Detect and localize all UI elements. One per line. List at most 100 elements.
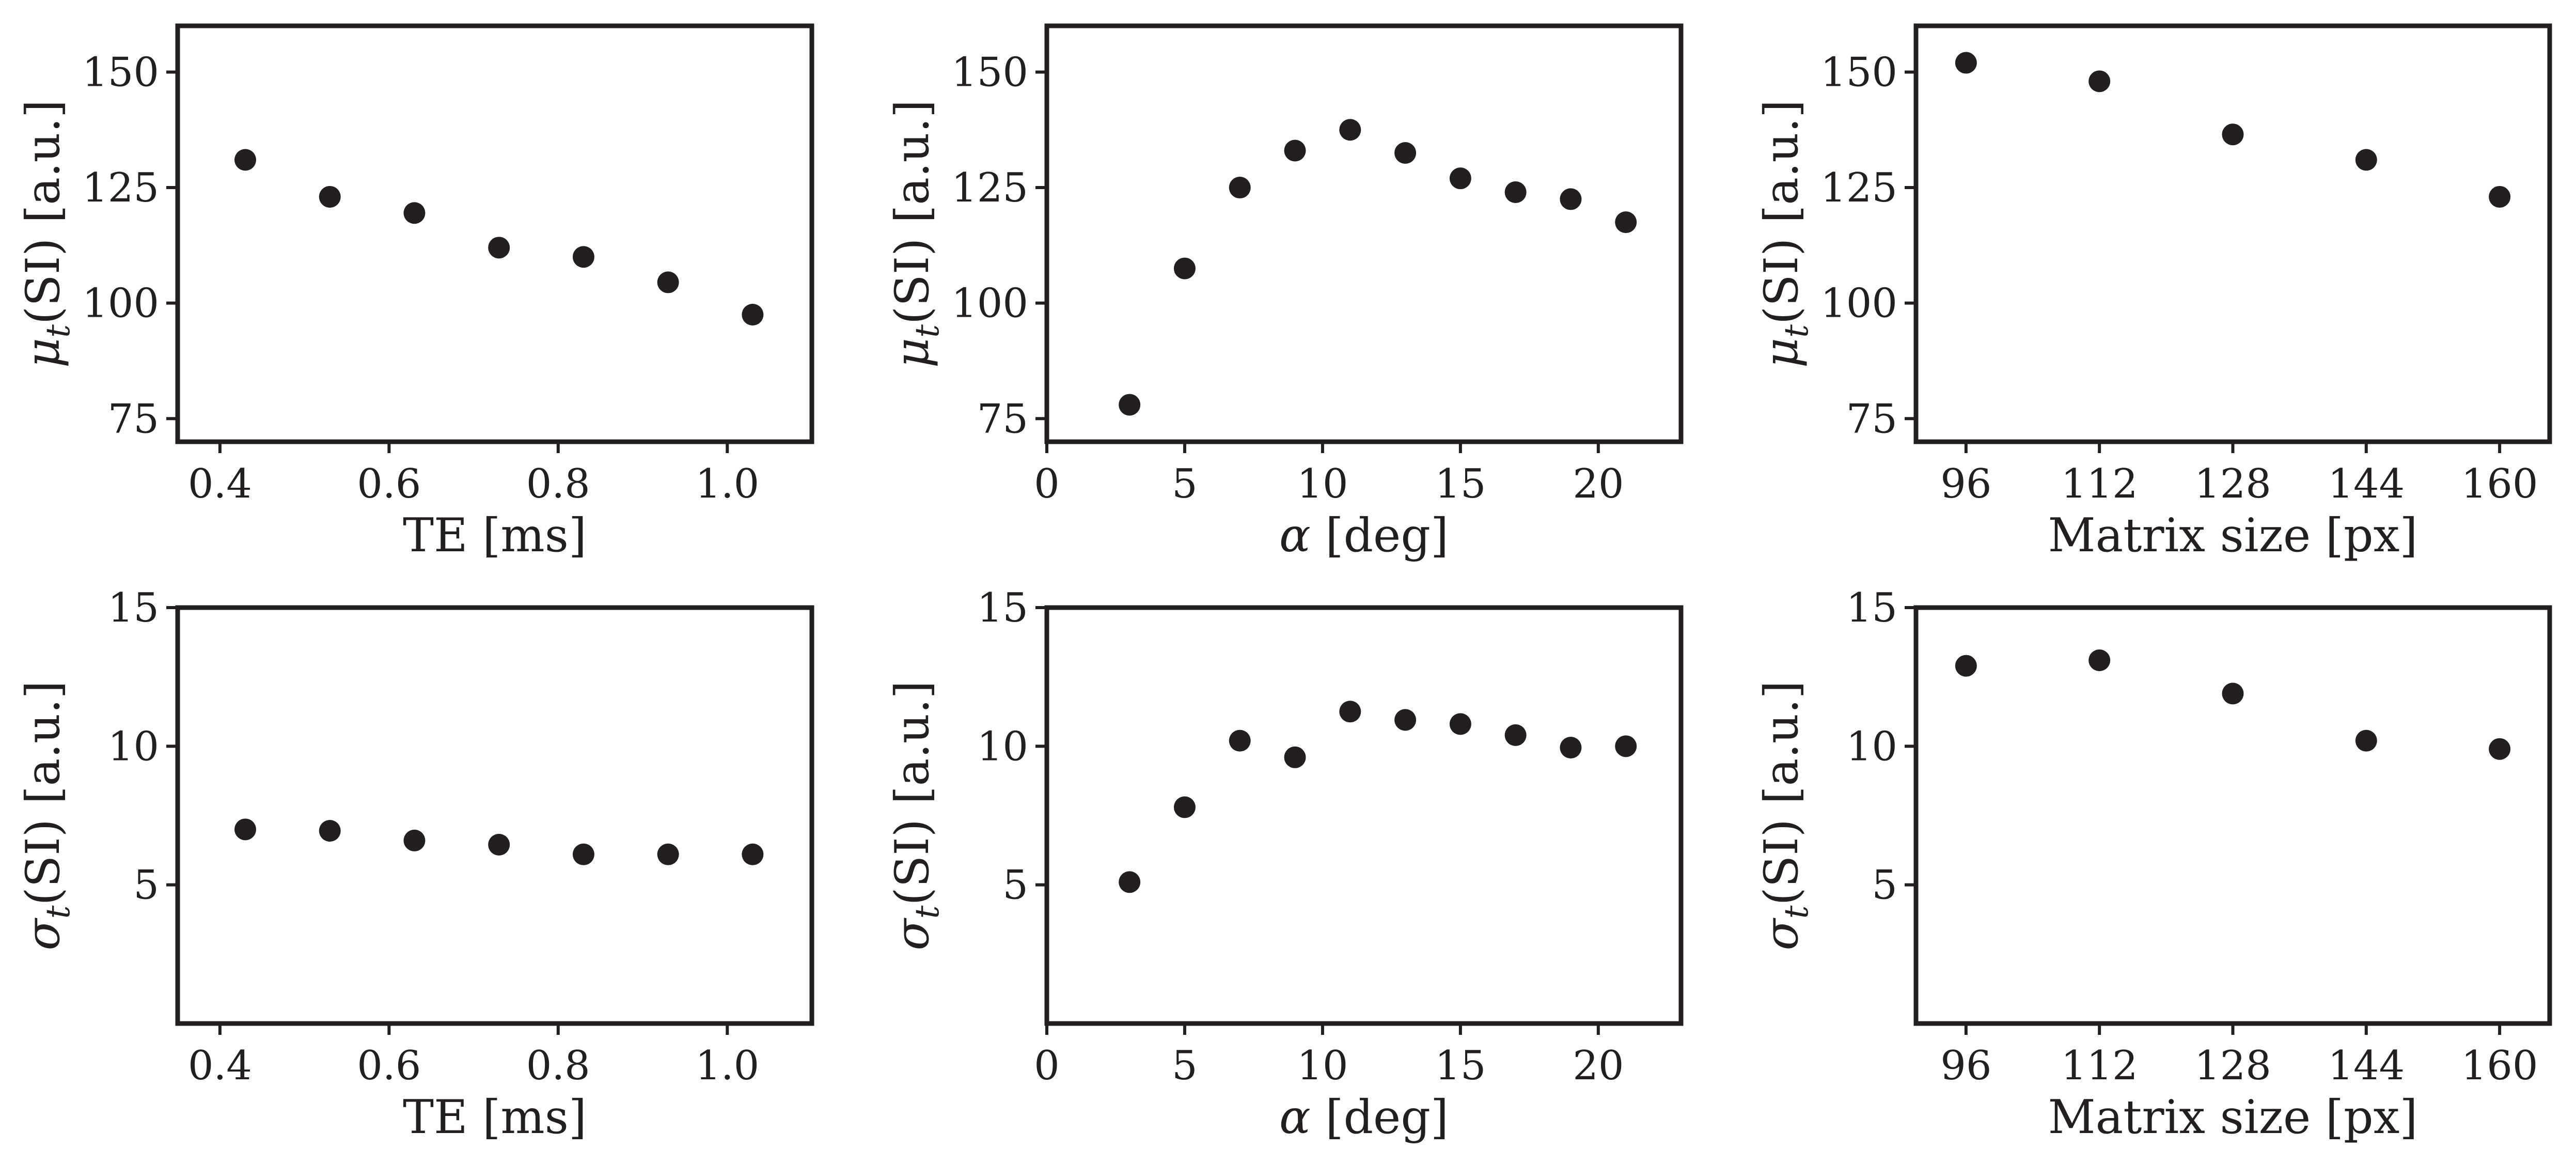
y-axis-label: μt(SI) [a.u.] <box>1754 100 1816 368</box>
label-subscript: t <box>1778 905 1816 919</box>
x-tick-label: 0.8 <box>526 461 590 507</box>
data-point <box>488 237 510 259</box>
y-tick-label: 125 <box>951 165 1028 211</box>
data-point <box>1615 211 1637 234</box>
data-point <box>1449 713 1471 735</box>
data-point <box>2088 649 2111 671</box>
label-subscript: t <box>39 905 77 919</box>
label-rest: [deg] <box>1311 508 1449 563</box>
data-point <box>1504 724 1527 746</box>
x-tick-label: 10 <box>1297 1043 1348 1089</box>
label-symbol: μ <box>885 338 939 368</box>
x-tick-label: 128 <box>2194 1043 2271 1089</box>
data-point <box>2222 123 2244 146</box>
label-rest: (SI) [a.u.] <box>16 680 70 905</box>
data-point <box>1173 796 1196 818</box>
y-tick-label: 75 <box>977 396 1028 442</box>
y-axis-label: σt(SI) [a.u.] <box>885 680 947 950</box>
y-axis-label: μt(SI) [a.u.] <box>16 100 77 368</box>
y-tick-label: 150 <box>82 49 159 96</box>
data-point <box>1339 119 1361 141</box>
data-point <box>572 246 594 268</box>
label-rest: (SI) [a.u.] <box>885 680 939 905</box>
x-tick-label: 5 <box>1172 461 1198 507</box>
y-tick-label: 100 <box>951 281 1028 327</box>
y-tick-label: 150 <box>1820 49 1897 96</box>
data-point <box>1560 737 1582 759</box>
y-tick-label: 5 <box>1872 862 1897 909</box>
y-tick-label: 5 <box>1002 862 1028 909</box>
data-point <box>1284 746 1306 768</box>
data-point <box>1955 655 1977 677</box>
x-tick-label: 5 <box>1172 1043 1198 1089</box>
data-point <box>1560 188 1582 210</box>
label-symbol: α <box>1279 1090 1311 1144</box>
label-rest: [deg] <box>1311 1090 1449 1144</box>
x-tick-label: 1.0 <box>695 1043 759 1089</box>
label-symbol: μ <box>1754 338 1809 368</box>
data-point <box>234 818 256 841</box>
data-point <box>1339 701 1361 723</box>
y-tick-label: 10 <box>977 723 1028 770</box>
label-subscript: t <box>908 905 947 919</box>
y-tick-label: 125 <box>1820 165 1897 211</box>
data-point <box>234 149 256 171</box>
x-axis-label: Matrix size [px] <box>2048 1090 2417 1144</box>
data-point <box>1615 735 1637 757</box>
panel-3: 96 112 128 144 160 75 100 125 150 Matrix size [px… <box>1754 23 2552 563</box>
label-rest: (SI) [a.u.] <box>16 100 70 324</box>
data-point <box>1449 167 1471 190</box>
panel-2: 0 5 10 15 20 75 100 125 150 α [deg] μt(SI) [a.u.] <box>885 23 1684 563</box>
data-point <box>1173 257 1196 280</box>
label-subscript: t <box>39 324 77 338</box>
y-tick-label: 100 <box>1820 281 1897 327</box>
y-axis-label: μt(SI) [a.u.] <box>885 100 947 368</box>
label-text: TE [ms] <box>403 508 587 563</box>
data-point <box>319 185 341 208</box>
label-text: Matrix size [px] <box>2048 508 2417 563</box>
x-tick-label: 160 <box>2461 1043 2538 1089</box>
plot-frame <box>1913 605 2552 1026</box>
x-tick-label: 20 <box>1573 1043 1624 1089</box>
data-point <box>1394 709 1417 731</box>
x-tick-label: 112 <box>2061 461 2138 507</box>
x-tick-label: 144 <box>2328 1043 2405 1089</box>
panel-4: 0.4 0.6 0.8 1.0 5 10 15 TE [ms] σt(SI) [a.u.] <box>16 585 814 1144</box>
label-subscript: t <box>1778 324 1816 338</box>
y-tick-label: 150 <box>951 49 1028 96</box>
label-symbol: σ <box>1754 918 1809 951</box>
label-subscript: t <box>908 324 947 338</box>
data-point <box>403 829 426 851</box>
data-point <box>1119 871 1141 893</box>
x-tick-label: 0.8 <box>526 1043 590 1089</box>
y-tick-label: 75 <box>108 396 159 442</box>
x-axis-label: α [deg] <box>1279 1090 1449 1144</box>
data-point <box>1284 139 1306 162</box>
x-tick-label: 20 <box>1573 461 1624 507</box>
data-point <box>1229 177 1251 199</box>
plot-frame <box>175 23 814 444</box>
panel-1: 0.4 0.6 0.8 1.0 75 100 125 150 TE [ms] μt(SI) [a.… <box>16 23 814 563</box>
label-text: Matrix size [px] <box>2048 1090 2417 1144</box>
panel-6: 96 112 128 144 160 5 10 15 Matrix size [px] σt(SI… <box>1754 585 2552 1144</box>
label-symbol: μ <box>16 338 70 368</box>
x-tick-label: 128 <box>2194 461 2271 507</box>
data-point <box>2222 683 2244 705</box>
x-tick-label: 1.0 <box>695 461 759 507</box>
x-tick-label: 144 <box>2328 461 2405 507</box>
label-symbol: α <box>1279 508 1311 563</box>
x-tick-label: 15 <box>1435 461 1486 507</box>
x-axis-label: Matrix size [px] <box>2048 508 2417 563</box>
y-tick-label: 100 <box>82 281 159 327</box>
x-tick-label: 0 <box>1034 1043 1060 1089</box>
data-point <box>2088 70 2111 92</box>
data-point <box>2355 730 2377 752</box>
data-point <box>742 304 764 326</box>
x-axis-label: TE [ms] <box>403 1090 587 1144</box>
plot-frame <box>1913 23 2552 444</box>
data-point <box>657 271 679 293</box>
plot-frame <box>175 605 814 1026</box>
label-rest: (SI) [a.u.] <box>1754 680 1809 905</box>
